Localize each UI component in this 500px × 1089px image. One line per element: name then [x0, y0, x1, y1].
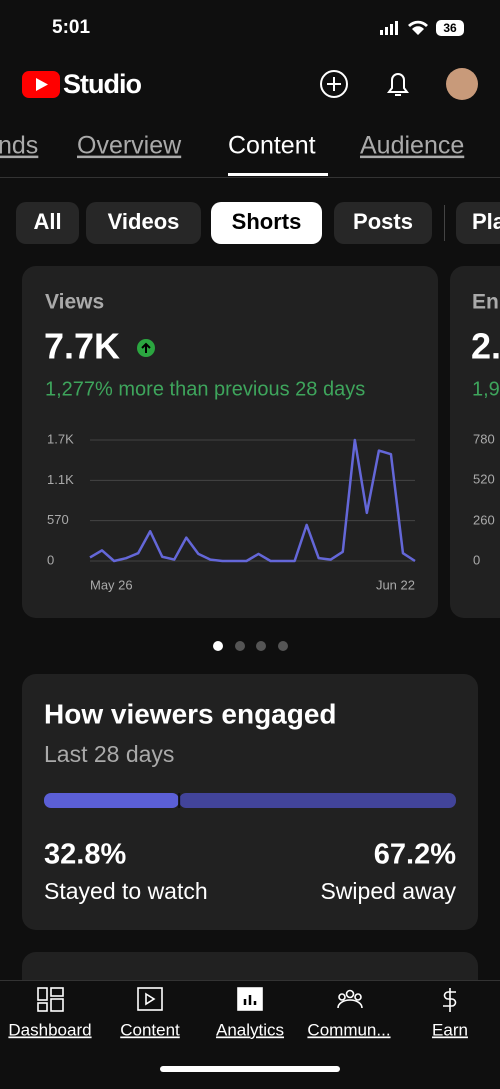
nav-item[interactable]: Content — [120, 1020, 180, 1039]
chip[interactable] — [211, 202, 322, 244]
time: 5:01 — [52, 17, 90, 38]
tab[interactable]: Content — [228, 132, 316, 160]
card-label: Views — [45, 291, 104, 314]
chip[interactable] — [86, 202, 201, 244]
views-card[interactable] — [22, 266, 438, 618]
chip-label[interactable]: Posts — [353, 209, 413, 234]
engagement-value: 32.8% — [44, 839, 126, 871]
engagement-label: Stayed to watch — [44, 878, 208, 904]
tab[interactable]: Overview — [77, 132, 182, 160]
y-tick-label: 520 — [473, 471, 495, 486]
chip-label[interactable]: Pla — [472, 209, 500, 234]
tab-indicator — [228, 173, 328, 176]
app-title: Studio — [63, 69, 141, 99]
engagement-value: 67.2% — [374, 839, 456, 871]
home-indicator — [160, 1066, 340, 1072]
nav-icons — [37, 987, 457, 1012]
engagement-segment — [179, 793, 457, 808]
tab[interactable]: nds — [0, 132, 38, 160]
segment-divider — [178, 793, 181, 808]
y-tick-label: 0 — [473, 552, 480, 567]
page-dots — [213, 641, 288, 651]
chip-label[interactable]: Shorts — [232, 209, 302, 234]
engagement-title: How viewers engaged — [44, 698, 337, 729]
x-tick-label: May 26 — [90, 577, 133, 592]
card-value: 7.7K — [44, 326, 120, 367]
nav-item[interactable]: Analytics — [216, 1020, 284, 1039]
status-icons — [380, 20, 464, 36]
card-value: 2. — [471, 326, 500, 367]
line-series — [89, 438, 416, 563]
chip-label[interactable]: Videos — [108, 209, 180, 234]
chip[interactable] — [16, 202, 79, 244]
x-tick-label: Jun 22 — [376, 577, 415, 592]
y-tick-label: 0 — [47, 552, 54, 567]
nav-item[interactable]: Dashboard — [8, 1020, 91, 1039]
y-tick-label: 1.7K — [47, 431, 74, 446]
tab[interactable]: Audience — [360, 132, 464, 160]
engagement-subtitle: Last 28 days — [44, 741, 174, 767]
y-tick-label: 260 — [473, 512, 495, 527]
card-label: En — [472, 291, 499, 314]
nav-item[interactable]: Commun... — [307, 1020, 390, 1039]
card-change: 1,277% more than previous 28 days — [45, 378, 365, 400]
engagement-label: Swiped away — [320, 878, 456, 904]
notifications[interactable] — [387, 73, 409, 96]
chip[interactable] — [334, 202, 432, 244]
y-tick-label: 780 — [473, 431, 495, 446]
y-tick-label: 570 — [47, 512, 69, 527]
battery: 36 — [443, 21, 457, 35]
chip-label[interactable]: All — [33, 209, 61, 234]
y-tick-label: 1.1K — [47, 472, 74, 487]
nav-item[interactable]: Earn — [432, 1020, 468, 1039]
avatar[interactable] — [446, 68, 478, 100]
next-card[interactable] — [450, 266, 500, 618]
chip[interactable] — [456, 202, 500, 244]
card-change: 1,9 — [472, 378, 500, 400]
engagement-segment — [44, 793, 180, 808]
create-button[interactable] — [320, 70, 348, 98]
